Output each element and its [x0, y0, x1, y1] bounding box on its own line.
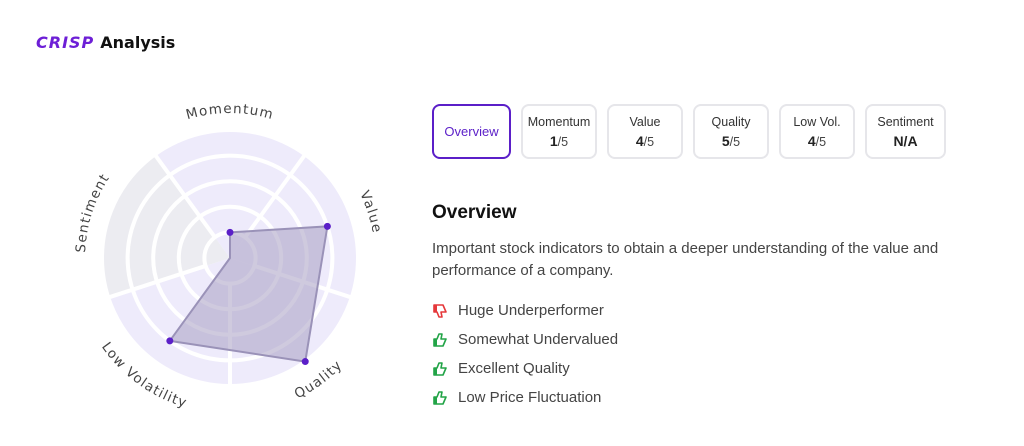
radar-spoke	[107, 264, 207, 300]
section-title: Overview	[432, 202, 517, 223]
radar-spoke	[153, 153, 217, 239]
section-description: Important stock indicators to obtain a d…	[432, 240, 939, 279]
tab-label: Sentiment	[877, 114, 934, 129]
indicator-item: Excellent Quality	[432, 354, 618, 383]
tab-momentum[interactable]: Momentum 1/5	[521, 104, 597, 159]
indicator-text: Somewhat Undervalued	[458, 331, 619, 348]
tab-score: N/A	[893, 132, 918, 149]
score-polygon	[168, 225, 329, 363]
indicator-item: Huge Underperformer	[432, 296, 618, 325]
brand-logo: CRISP	[36, 33, 95, 52]
thumbs-up-icon	[433, 361, 447, 376]
radar-point-value	[323, 222, 331, 230]
thumbs-up-icon	[433, 332, 447, 347]
tab-label: Quality	[711, 114, 751, 129]
tab-score: 1/5	[549, 132, 569, 149]
tab-label: Value	[629, 114, 661, 129]
tab-score: 5/5	[721, 132, 741, 149]
radar-axis-label: Value	[356, 188, 385, 235]
thumbs-down-icon	[433, 303, 447, 318]
indicator-list: Huge Underperformer Somewhat Undervalued…	[432, 296, 618, 412]
tab-overview[interactable]: Overview	[432, 104, 511, 159]
indicator-item: Low Price Fluctuation	[432, 383, 618, 412]
tab-label: Momentum	[527, 114, 591, 129]
indicator-item: Somewhat Undervalued	[432, 325, 618, 354]
indicator-text: Excellent Quality	[458, 360, 570, 377]
radar-point-quality	[301, 358, 309, 366]
header: CRISP Analysis	[36, 33, 175, 52]
tab-label: Overview	[444, 124, 499, 139]
tab-value[interactable]: Value 4/5	[607, 104, 683, 159]
indicator-text: Huge Underperformer	[458, 302, 604, 319]
tab-sentiment[interactable]: Sentiment N/A	[865, 104, 946, 159]
radar-point-momentum	[226, 228, 234, 236]
thumbs-up-icon	[433, 390, 447, 405]
indicator-text: Low Price Fluctuation	[458, 389, 602, 406]
tab-quality[interactable]: Quality 5/5	[693, 104, 769, 159]
radar-sector-sentiment	[102, 154, 230, 298]
tab-score: 4/5	[807, 132, 827, 149]
score-tabs: Overview Momentum 1/5 Value 4/5 Quality …	[432, 104, 946, 159]
radar-spoke	[243, 153, 307, 239]
radar-axis-label: Momentum	[184, 101, 275, 123]
tab-low-vol[interactable]: Low Vol. 4/5	[779, 104, 855, 159]
tab-label: Low Vol.	[793, 114, 841, 129]
tab-score: 4/5	[635, 132, 655, 149]
page-title: Analysis	[100, 33, 176, 52]
radar-point-low-volatility	[166, 337, 174, 345]
